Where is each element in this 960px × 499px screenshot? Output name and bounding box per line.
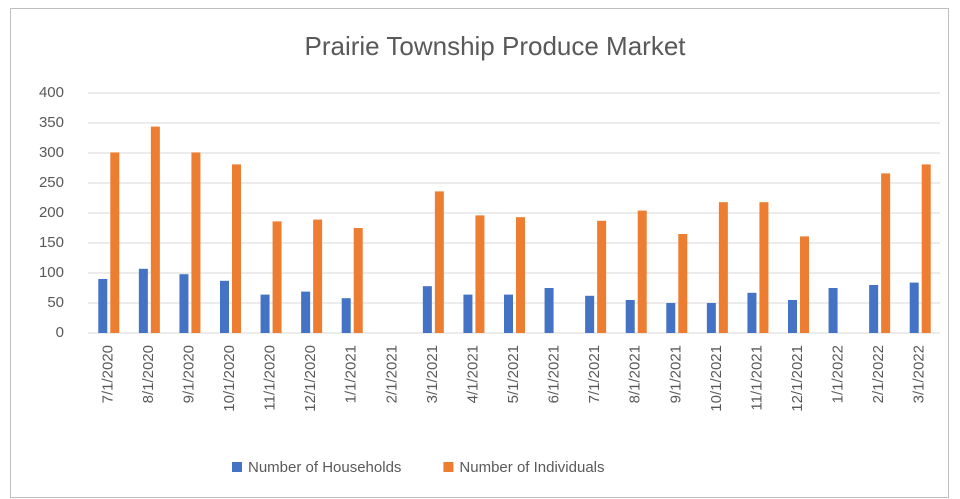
y-tick-label: 100	[39, 264, 64, 281]
bar	[800, 236, 809, 333]
x-tick-label: 9/1/2020	[180, 345, 197, 403]
x-tick-label: 1/1/2021	[343, 345, 360, 403]
x-tick-label: 2/1/2021	[383, 345, 400, 403]
x-tick-label: 3/1/2022	[911, 345, 928, 403]
y-tick-label: 400	[39, 84, 64, 101]
bar	[869, 285, 879, 333]
bar	[232, 164, 241, 333]
legend-swatch	[443, 462, 454, 472]
bar	[597, 220, 607, 333]
y-tick-label: 50	[47, 294, 64, 311]
x-tick-label: 11/1/2021	[748, 345, 765, 411]
x-tick-label: 8/1/2021	[627, 345, 644, 403]
bar	[881, 173, 891, 333]
x-tick-label: 12/1/2021	[789, 345, 806, 412]
bar	[544, 288, 554, 333]
legend-swatch	[232, 462, 242, 472]
bar	[678, 234, 688, 333]
bar	[718, 202, 728, 333]
legend-label: Number of Households	[248, 459, 401, 476]
bar	[625, 300, 635, 333]
x-tick-label: 8/1/2020	[140, 345, 157, 403]
chart-title: Prairie Township Produce Market	[304, 31, 686, 61]
bar	[434, 191, 444, 333]
y-tick-label: 0	[56, 324, 64, 341]
x-tick-label: 4/1/2021	[464, 345, 481, 403]
x-tick-label: 5/1/2021	[505, 345, 522, 403]
bar	[138, 268, 148, 333]
x-tick-label: 1/1/2022	[830, 345, 847, 403]
x-tick-label: 3/1/2021	[424, 345, 441, 403]
bar	[706, 303, 716, 333]
y-tick-label: 150	[39, 234, 64, 251]
y-tick-label: 250	[39, 174, 64, 191]
bar	[475, 215, 485, 333]
bar	[759, 202, 769, 333]
bar	[110, 152, 120, 333]
bar	[301, 291, 311, 333]
x-tick-label: 10/1/2021	[708, 345, 725, 412]
bar	[921, 164, 931, 333]
bar	[828, 288, 838, 333]
bar	[191, 152, 201, 333]
x-tick-label: 7/1/2020	[99, 345, 116, 403]
bar	[260, 294, 270, 333]
bar	[98, 279, 108, 333]
y-tick-label: 200	[39, 204, 64, 221]
bar	[220, 280, 229, 333]
bar	[422, 286, 432, 333]
bar	[747, 292, 757, 333]
bar	[272, 221, 282, 333]
bar	[909, 282, 919, 333]
x-tick-label: 7/1/2021	[586, 345, 603, 403]
legend-label: Number of Individuals	[459, 459, 604, 476]
bar	[150, 126, 160, 333]
bar	[788, 300, 797, 333]
x-tick-label: 12/1/2020	[302, 345, 319, 412]
bar	[504, 294, 513, 333]
x-tick-label: 9/1/2021	[667, 345, 684, 403]
bar	[313, 219, 323, 333]
bar	[637, 210, 647, 333]
x-tick-label: 10/1/2020	[221, 345, 238, 412]
bar	[463, 294, 473, 333]
bar	[585, 295, 595, 333]
y-tick-label: 350	[39, 114, 64, 131]
x-tick-label: 11/1/2020	[262, 345, 279, 411]
bar	[353, 228, 363, 333]
bar	[341, 298, 351, 333]
bar	[179, 274, 189, 333]
bar	[516, 217, 525, 333]
x-tick-label: 6/1/2021	[546, 345, 563, 403]
y-tick-label: 300	[39, 144, 64, 161]
bar	[666, 303, 676, 333]
x-tick-label: 2/1/2022	[870, 345, 887, 403]
